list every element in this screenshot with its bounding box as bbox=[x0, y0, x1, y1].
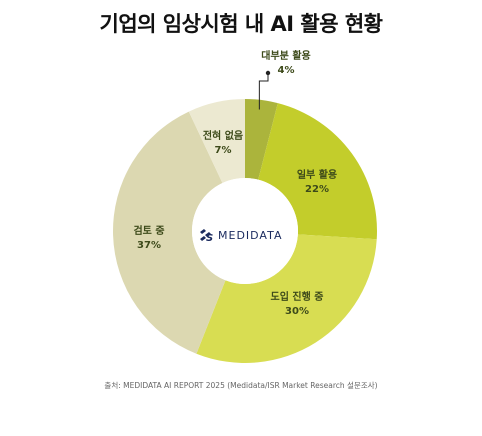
3ds-logo-icon: S bbox=[200, 229, 213, 244]
logo-text: MEDIDATA bbox=[218, 229, 283, 242]
slice-value-label: 30% bbox=[285, 306, 309, 317]
slice-value-label: 22% bbox=[305, 184, 329, 195]
slice-label: 검토 중 bbox=[133, 225, 164, 237]
slice-label: 일부 활용 bbox=[297, 168, 337, 181]
medidata-logo: S MEDIDATA bbox=[200, 229, 283, 244]
slice-1 bbox=[245, 99, 278, 180]
svg-text:S: S bbox=[206, 233, 213, 244]
slice-value-label: 7% bbox=[215, 145, 232, 156]
slice-label: 대부분 활용 bbox=[261, 49, 310, 62]
slice-value-label: 4% bbox=[278, 65, 295, 76]
slice-4 bbox=[112, 111, 226, 354]
slice-2 bbox=[258, 103, 377, 240]
slice-label: 전혀 없음 bbox=[203, 129, 243, 142]
slice-label: 도입 진행 중 bbox=[271, 290, 324, 303]
donut-hole bbox=[192, 178, 298, 284]
leader-dot bbox=[265, 70, 271, 76]
slice-3 bbox=[196, 234, 377, 364]
slice-5 bbox=[188, 99, 245, 184]
leader-line bbox=[258, 73, 269, 110]
slice-value-label: 37% bbox=[137, 240, 161, 251]
chart-title: 기업의 임상시험 내 AI 활용 현황 bbox=[99, 12, 383, 36]
source-note: 출처: MEDIDATA AI REPORT 2025 (Medidata/IS… bbox=[104, 381, 378, 390]
